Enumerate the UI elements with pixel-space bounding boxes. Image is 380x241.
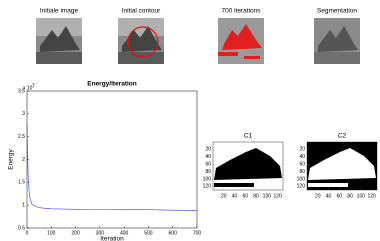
y-tick-label: 0.5 [18, 225, 25, 231]
chart-title: Energy/Iteration [87, 81, 137, 88]
mask-y-tick-label: 120 [203, 184, 212, 190]
x-tick-label: 0 [26, 230, 29, 236]
mask-c1-image [213, 142, 283, 190]
image-contour [118, 18, 164, 64]
x-tick-label: 200 [71, 230, 80, 236]
y-tick-label: 1 [22, 202, 25, 208]
figure: Initiale image Initial contour 700 iterati… [0, 0, 380, 241]
x-tick-label: 500 [144, 230, 153, 236]
mask-y-tick-label: 80 [299, 169, 305, 175]
y-multiplier-exp: 7 [32, 83, 35, 89]
mask-y-tick-label: 80 [205, 169, 211, 175]
mask-x-tick-label: 100 [357, 193, 366, 199]
image-title: Segmentation [317, 8, 357, 15]
image-initial [36, 18, 82, 64]
y-tick-label: 3 [22, 111, 25, 117]
plot-area [27, 91, 197, 228]
mask-x-tick-label: 40 [326, 193, 332, 199]
mask-c2-image [307, 142, 377, 190]
mask-x-tick-label: 60 [337, 193, 343, 199]
image-title: Initial contour [122, 8, 161, 15]
image-title: 700 iterations [221, 8, 261, 15]
image-iterations [218, 18, 264, 64]
mask-y-tick-label: 40 [299, 154, 305, 160]
mask-y-tick-label: 20 [205, 147, 211, 153]
y-tick-label: 2.5 [18, 134, 25, 140]
mask-y-tick-label: 100 [203, 176, 212, 182]
mask-y-tick-label: 20 [299, 147, 305, 153]
mask-x-tick-label: 120 [367, 193, 376, 199]
x-tick-label: 600 [169, 230, 178, 236]
y-tick-label: 1.5 [18, 180, 25, 186]
mask-x-tick-label: 80 [347, 193, 353, 199]
x-tick-label: 100 [47, 230, 56, 236]
mask-x-tick-label: 120 [273, 193, 282, 199]
mask-x-tick-label: 20 [315, 193, 321, 199]
mask-x-tick-label: 100 [263, 193, 272, 199]
mask-x-tick-label: 40 [232, 193, 238, 199]
mask-x-tick-label: 60 [243, 193, 249, 199]
y-axis-label: Energy [8, 148, 15, 169]
mask-y-tick-label: 120 [297, 184, 306, 190]
image-segmentation [314, 18, 360, 64]
mask-y-tick-label: 100 [297, 176, 306, 182]
y-tick-label: 2 [22, 157, 25, 163]
x-axis-label: Iteration [100, 236, 124, 241]
x-tick-label: 700 [193, 230, 202, 236]
mask-y-tick-label: 60 [205, 161, 211, 167]
mask-title: C2 [338, 133, 347, 140]
image-title: Initiale image [40, 8, 79, 15]
mask-x-tick-label: 80 [253, 193, 259, 199]
mask-y-tick-label: 60 [299, 161, 305, 167]
mask-title: C1 [244, 133, 253, 140]
mask-y-tick-label: 40 [205, 154, 211, 160]
mask-x-tick-label: 20 [221, 193, 227, 199]
